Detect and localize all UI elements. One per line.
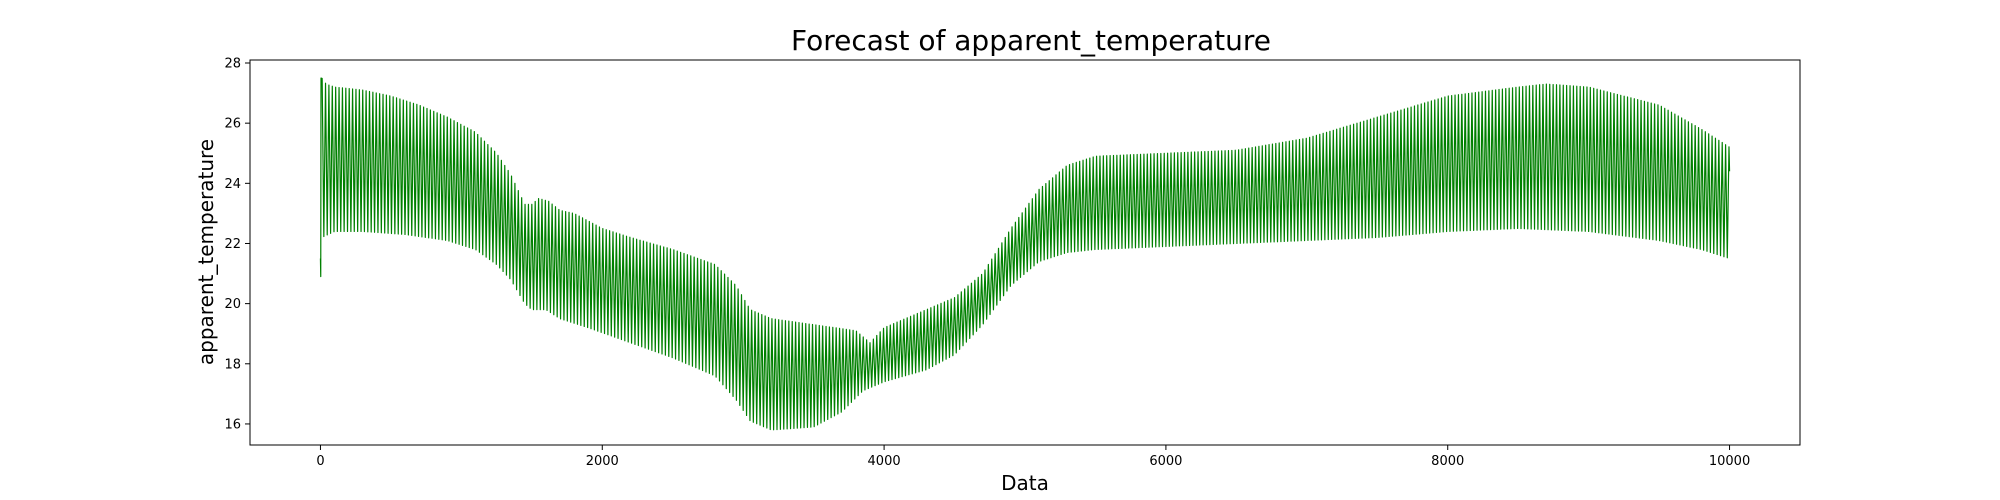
plot-area-frame bbox=[249, 59, 1801, 446]
x-axis: 0 2000 4000 6000 8000 10000 bbox=[316, 445, 1750, 469]
x-tick-label: 0 bbox=[316, 454, 324, 469]
x-axis-title: Data bbox=[1001, 471, 1049, 495]
y-tick-label: 18 bbox=[224, 357, 241, 372]
y-tick-label: 20 bbox=[224, 297, 241, 312]
x-tick-label: 4000 bbox=[868, 454, 901, 469]
y-tick-label: 24 bbox=[224, 177, 241, 192]
y-axis: 16 18 20 22 24 26 28 bbox=[224, 57, 250, 432]
series-layer bbox=[319, 77, 1731, 431]
x-tick-label: 2000 bbox=[586, 454, 619, 469]
y-axis-title: apparent_temperature bbox=[194, 139, 218, 365]
y-tick-label: 26 bbox=[224, 117, 241, 132]
x-tick-label: 8000 bbox=[1431, 454, 1464, 469]
x-tick-label: 6000 bbox=[1149, 454, 1182, 469]
y-tick-label: 22 bbox=[224, 237, 241, 252]
y-tick-label: 16 bbox=[224, 417, 241, 432]
series-line-0 bbox=[319, 77, 1731, 431]
chart-title: Forecast of apparent_temperature bbox=[791, 24, 1271, 57]
x-tick-label: 10000 bbox=[1709, 454, 1750, 469]
y-tick-label: 28 bbox=[224, 57, 241, 72]
